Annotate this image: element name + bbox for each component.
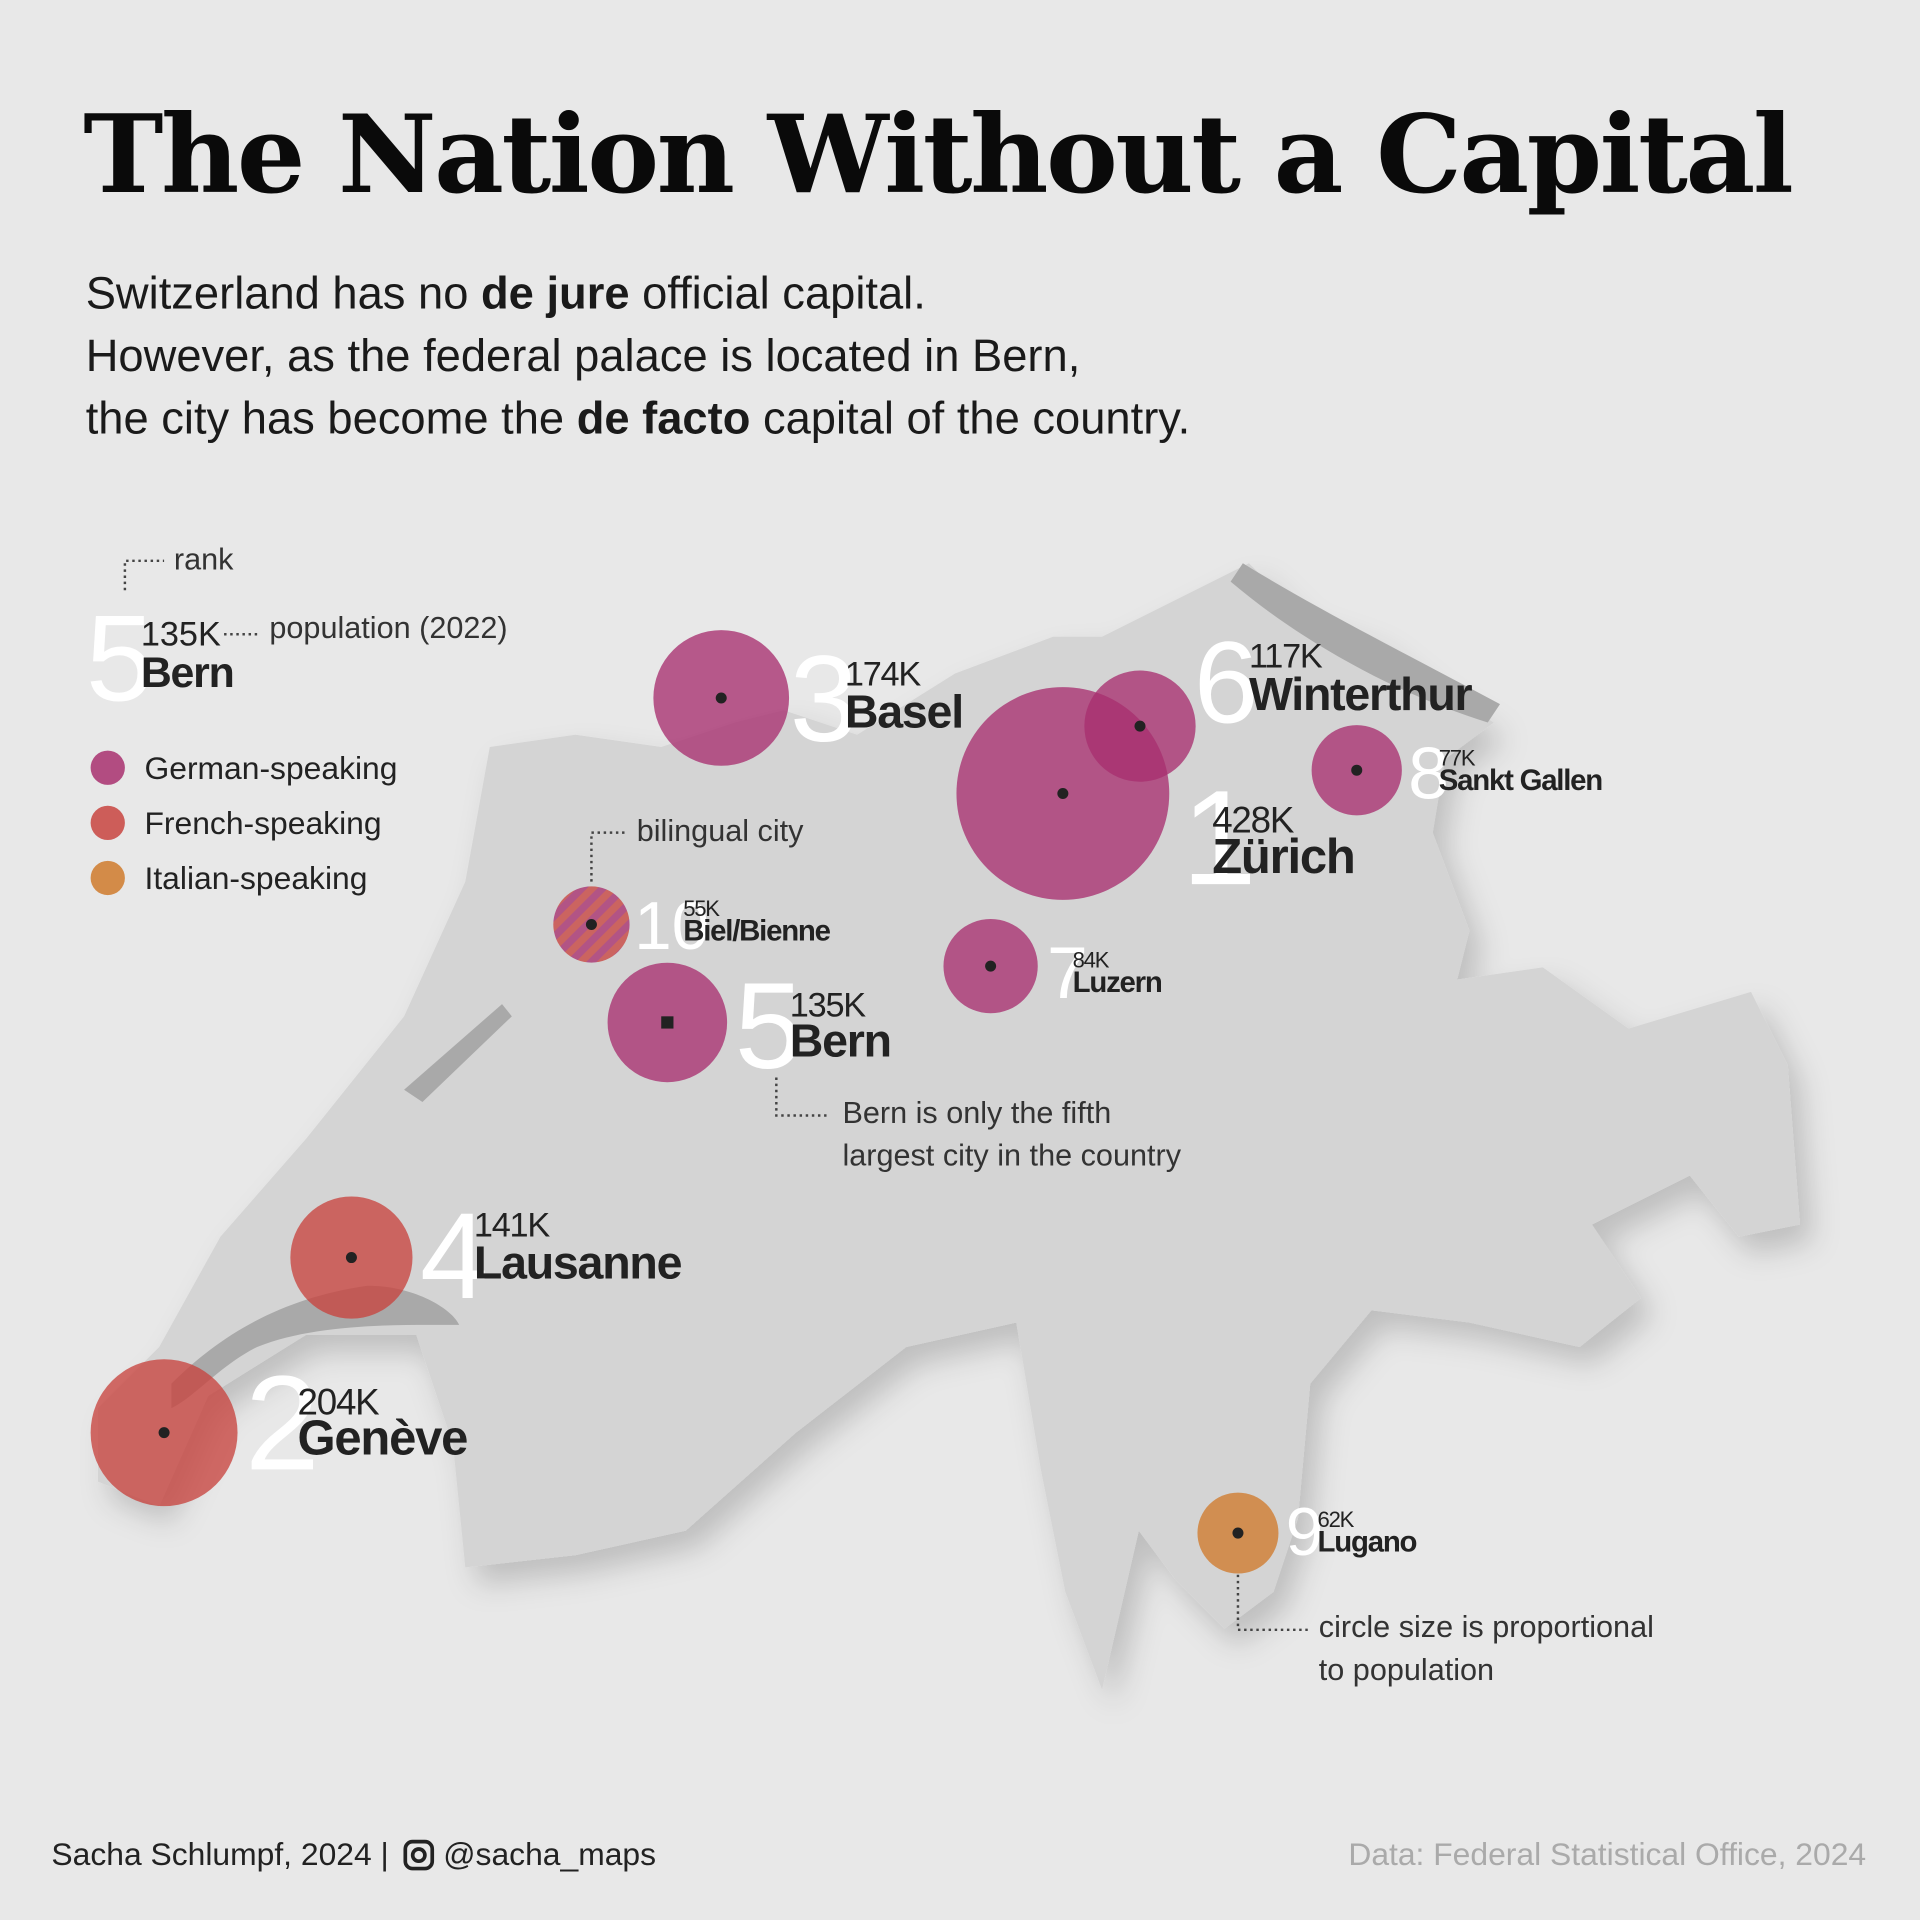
legend-label: German-speaking <box>144 750 397 786</box>
footer-source: Data: Federal Statistical Office, 2024 <box>1348 1836 1866 1872</box>
city-rank: 9 <box>1286 1495 1323 1570</box>
lake-neuchatel <box>404 1004 512 1103</box>
legend-label: French-speaking <box>144 805 381 841</box>
city-rank: 7 <box>1047 931 1088 1014</box>
subtitle-text: Switzerland has no <box>86 268 481 319</box>
city-dot <box>985 960 997 972</box>
instagram-icon <box>403 1839 435 1871</box>
annotation: Bern is only the fifth <box>842 1096 1111 1130</box>
city-rank: 6 <box>1194 617 1259 747</box>
lake-geneva <box>171 1285 460 1409</box>
city-rank: 2 <box>245 1347 320 1498</box>
subtitle-text: capital of the country. <box>750 392 1190 443</box>
city-population: 135K <box>790 986 866 1024</box>
city-name: Lausanne <box>474 1236 682 1288</box>
city-dot <box>1057 787 1069 799</box>
city-population: 84K <box>1073 947 1110 972</box>
city-rank: 8 <box>1408 731 1449 814</box>
leader <box>123 559 165 591</box>
city-name: Biel/Bienne <box>683 914 830 947</box>
city-rank: 5 <box>735 957 803 1094</box>
city-rank: 1 <box>1182 762 1257 913</box>
city-population: 141K <box>474 1207 550 1245</box>
leader <box>1236 1574 1308 1632</box>
city-population: 428K <box>1212 800 1295 841</box>
subtitle-line: However, as the federal palace is locate… <box>86 330 1081 381</box>
subtitle-line: the city has become the de facto capital… <box>86 392 1190 443</box>
city-dot <box>1232 1527 1244 1539</box>
legend-swatch <box>90 805 125 840</box>
legend-annotation: rank <box>174 542 234 576</box>
legend-swatch <box>90 860 125 896</box>
city-name: Sankt Gallen <box>1439 764 1603 797</box>
annotation: bilingual city <box>637 814 804 848</box>
city-dot <box>158 1427 170 1439</box>
city-dot <box>715 692 727 704</box>
legend-population-sample: 135K <box>141 615 221 653</box>
footer-author: Sacha Schlumpf, 2024 | <box>51 1836 388 1872</box>
subtitle-text: However, as the federal palace is locate… <box>86 330 1081 381</box>
city-dot <box>585 918 597 930</box>
legend-name-sample: Bern <box>141 649 234 697</box>
legend-annotation: population (2022) <box>269 611 507 645</box>
lake-constance <box>1230 563 1500 723</box>
footer-handle: @sacha_maps <box>443 1836 656 1872</box>
subtitle-text: the city has become the <box>86 392 577 443</box>
city-name: Lugano <box>1318 1525 1417 1558</box>
annotation: to population <box>1319 1653 1494 1687</box>
city-rank: 10 <box>634 889 709 964</box>
subtitle-line: Switzerland has no de jure official capi… <box>86 268 926 319</box>
title: The Nation Without a Capital <box>83 92 1792 218</box>
city-population: 55K <box>683 896 720 921</box>
annotation: largest city in the country <box>842 1139 1181 1173</box>
city-name: Bern <box>790 1015 891 1067</box>
capital-marker <box>661 1016 674 1029</box>
map-switzerland <box>97 563 1800 1690</box>
leader <box>590 831 625 882</box>
city-name: Basel <box>845 685 963 737</box>
leader <box>775 1077 828 1117</box>
city-population: 204K <box>298 1381 381 1422</box>
instagram-icon-lens <box>410 1847 427 1864</box>
legend-rank-sample: 5 <box>86 589 154 726</box>
city-dot <box>1351 764 1363 776</box>
city-rank: 3 <box>790 630 858 767</box>
city-name: Luzern <box>1073 966 1162 999</box>
subtitle-emphasis: de jure <box>481 268 630 319</box>
legend: German-speaking French-speaking Italian-sp… <box>90 750 397 896</box>
legend-label: Italian-speaking <box>144 860 367 896</box>
annotation: circle size is proportional <box>1319 1610 1654 1644</box>
legend-swatch <box>90 750 125 785</box>
city-population: 77K <box>1439 745 1476 770</box>
city-population: 117K <box>1249 637 1323 675</box>
city-population: 174K <box>845 656 921 694</box>
city-rank: 4 <box>420 1187 488 1324</box>
subtitle-text: official capital. <box>630 268 926 319</box>
city-name: Genève <box>298 1412 468 1466</box>
subtitle-emphasis: de facto <box>577 392 751 443</box>
city-dot <box>345 1252 357 1264</box>
city-name: Zürich <box>1212 830 1354 884</box>
city-population: 62K <box>1318 1507 1355 1532</box>
city-dot <box>1134 720 1146 732</box>
city-name: Winterthur <box>1249 668 1473 720</box>
